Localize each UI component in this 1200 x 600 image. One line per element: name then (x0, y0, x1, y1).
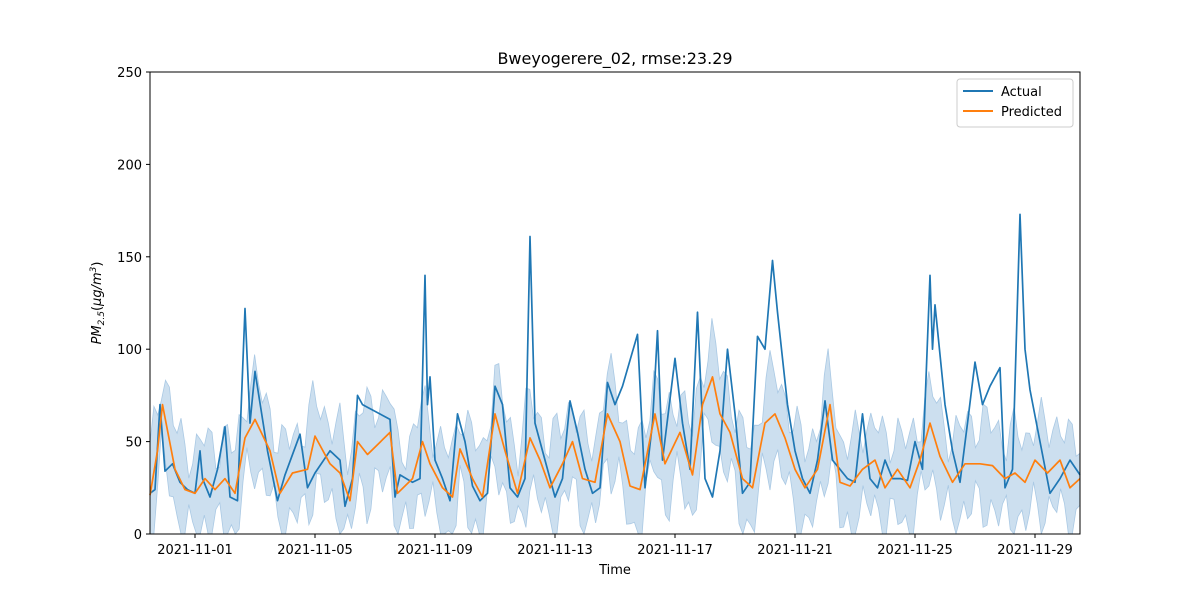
y-label-main: PM (90, 325, 105, 344)
y-label-open: ( (90, 306, 105, 311)
y-tick-label: 100 (117, 343, 142, 358)
series-lines (149, 213, 1081, 508)
x-tick-label: 2021-11-05 (277, 543, 353, 558)
x-tick-label: 2021-11-17 (637, 543, 713, 558)
x-tick-label: 2021-11-29 (997, 543, 1073, 558)
y-tick-label: 50 (125, 436, 142, 451)
x-tick-label: 2021-11-25 (877, 543, 953, 558)
y-tick-label: 250 (117, 66, 142, 81)
plot-area-frame (149, 71, 1081, 535)
legend-label-predicted: Predicted (1001, 105, 1062, 120)
predicted-series-line (149, 376, 1081, 502)
y-axis-ticks: 0 50 100 150 200 250 (117, 66, 150, 543)
y-tick-label: 0 (134, 528, 142, 543)
chart-title: Bweyogerere_02, rmse:23.29 (497, 49, 732, 69)
x-axis-ticks: 2021-11-01 2021-11-05 2021-11-09 2021-11-13… (157, 534, 1073, 558)
x-axis-label: Time (598, 563, 631, 578)
y-label-close: ) (90, 262, 105, 267)
x-tick-label: 2021-11-21 (757, 543, 833, 558)
legend-label-actual: Actual (1001, 85, 1042, 100)
x-tick-label: 2021-11-01 (157, 543, 233, 558)
y-tick-label: 200 (117, 158, 142, 173)
x-tick-label: 2021-11-09 (397, 543, 473, 558)
y-label-sup: 3 (89, 266, 99, 272)
legend: Actual Predicted (956, 78, 1074, 128)
y-tick-label: 150 (117, 251, 142, 266)
y-axis-label: PM2.5(μg/m3) (89, 262, 107, 345)
y-label-unit: μg/m (90, 272, 105, 307)
y-label-sub: 2.5 (97, 311, 107, 326)
x-tick-label: 2021-11-13 (517, 543, 593, 558)
actual-series-line (149, 213, 1081, 508)
